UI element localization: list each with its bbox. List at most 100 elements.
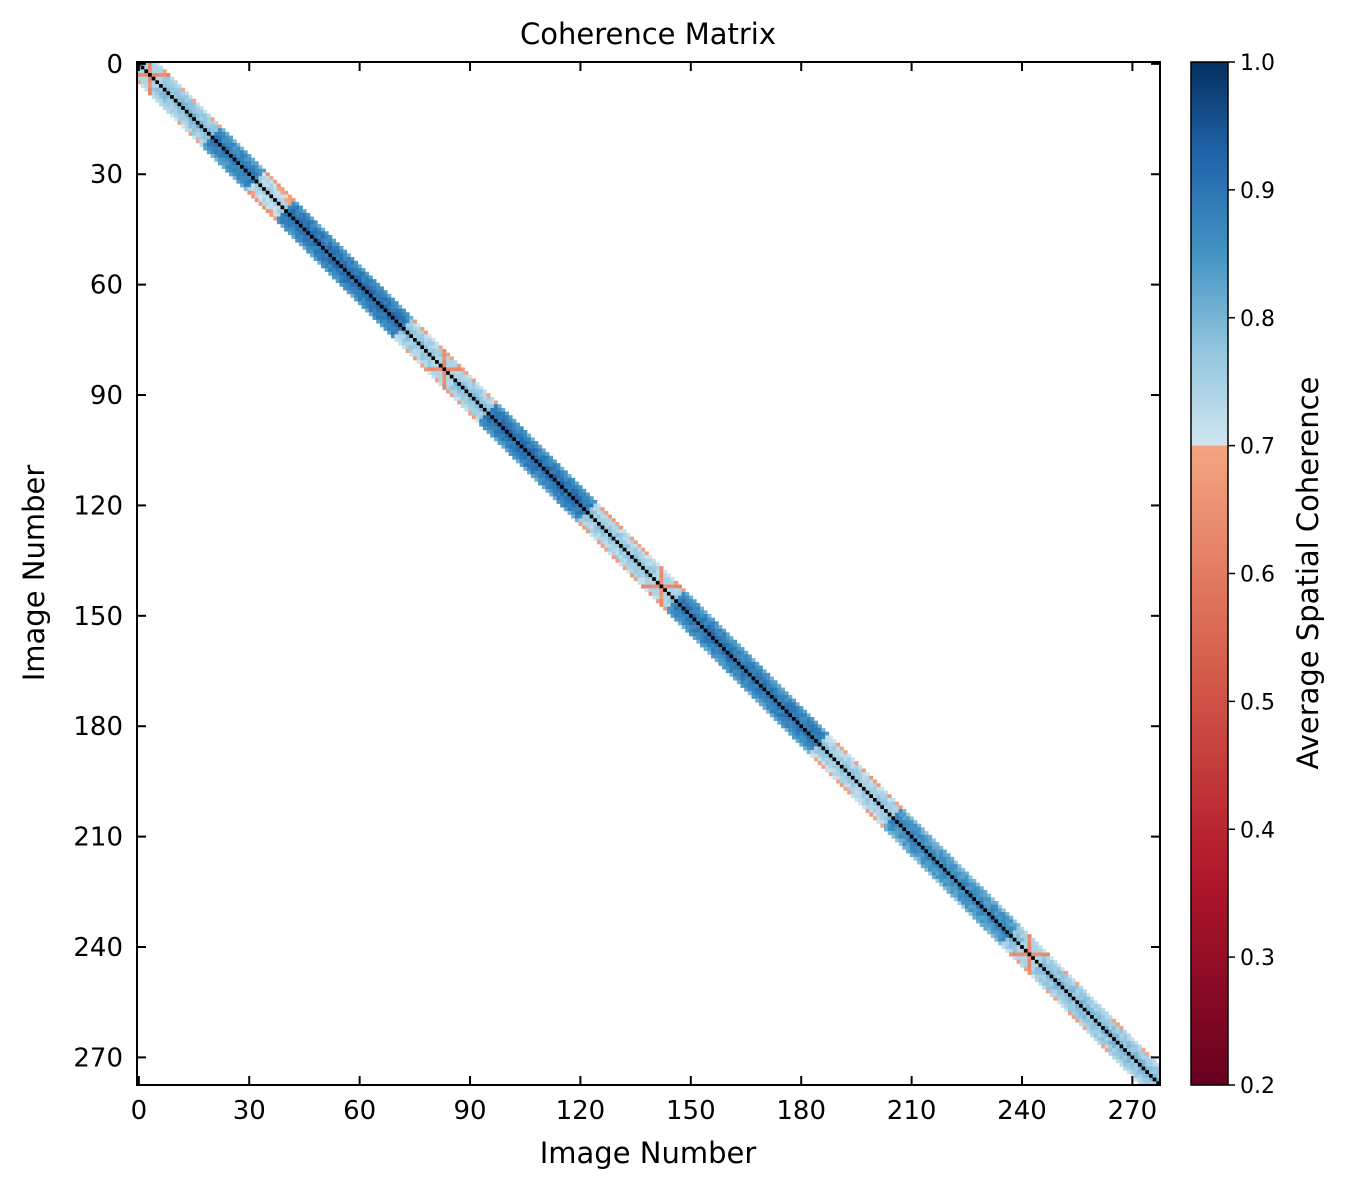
heatmap-cell <box>1137 1077 1142 1082</box>
heatmap-cell <box>780 691 785 696</box>
heatmap-cell <box>983 926 988 931</box>
heatmap-cell <box>950 871 955 876</box>
heatmap-cell <box>990 923 995 928</box>
heatmap-cell <box>803 713 808 718</box>
heatmap-cell <box>1042 985 1047 990</box>
heatmap-cell <box>777 709 782 714</box>
heatmap-cell <box>1112 1055 1117 1060</box>
heatmap-cell <box>416 323 421 328</box>
heatmap-cell <box>887 805 892 810</box>
heatmap-cell <box>552 459 557 464</box>
heatmap-cell <box>1049 985 1054 990</box>
heatmap-cell <box>983 915 988 920</box>
heatmap-cell <box>287 216 292 221</box>
heatmap-cell <box>688 625 693 629</box>
heatmap-cell <box>512 444 517 449</box>
heatmap-cell <box>736 650 741 655</box>
heatmap-cell <box>538 481 543 486</box>
heatmap-cell <box>343 253 348 258</box>
heatmap-cell <box>1009 945 1014 950</box>
heatmap-cell <box>365 286 370 291</box>
heatmap-cell <box>560 488 565 493</box>
heatmap-cell <box>148 87 153 92</box>
heatmap-cell <box>265 198 270 203</box>
heatmap-cell <box>696 602 701 607</box>
heatmap-cell <box>622 547 627 552</box>
heatmap-cell <box>295 223 300 228</box>
heatmap-cell <box>972 901 977 905</box>
heatmap-cell <box>725 632 730 637</box>
heatmap-cell <box>1137 1055 1142 1060</box>
heatmap-cell <box>865 772 870 777</box>
heatmap-cell <box>405 334 410 339</box>
heatmap-cell <box>424 341 429 346</box>
heatmap-cell <box>1152 1070 1157 1075</box>
heatmap-cell <box>1042 963 1047 968</box>
heatmap-cell <box>850 772 855 777</box>
heatmap-cell <box>1056 993 1061 997</box>
heatmap-cell <box>832 742 837 747</box>
heatmap-cell <box>1053 996 1058 1001</box>
heatmap-cell <box>203 109 208 114</box>
heatmap-cell <box>817 731 822 736</box>
heatmap-cell <box>854 794 859 799</box>
heatmap-cell <box>957 871 962 876</box>
heatmap-cell <box>534 448 539 453</box>
heatmap-cell <box>931 871 936 876</box>
heatmap-cell <box>593 525 598 530</box>
heatmap-cell <box>1049 981 1054 986</box>
heatmap-cell <box>608 521 612 526</box>
heatmap-cell <box>747 680 752 685</box>
heatmap-cell <box>898 827 903 832</box>
heatmap-cell <box>700 639 704 644</box>
heatmap-cell <box>939 871 944 876</box>
heatmap-cell <box>906 831 911 836</box>
heatmap-cell <box>574 499 579 504</box>
heatmap-cell <box>1126 1055 1131 1060</box>
heatmap-cell <box>1012 941 1017 946</box>
heatmap-cell <box>935 860 940 865</box>
heatmap-cell <box>449 385 454 390</box>
heatmap-cell <box>1053 963 1058 968</box>
heatmap-cell <box>1068 1011 1072 1016</box>
heatmap-cell <box>920 845 925 850</box>
heatmap-cell <box>615 558 620 563</box>
heatmap-cell <box>409 319 414 324</box>
heatmap-cell <box>549 455 554 460</box>
heatmap-cell <box>280 201 285 206</box>
heatmap-cell <box>229 142 233 147</box>
heatmap-cell <box>1115 1029 1120 1034</box>
heatmap-cell <box>464 396 469 401</box>
heatmap-cell <box>850 794 855 799</box>
heatmap-cell <box>795 739 800 744</box>
heatmap-cell <box>711 625 716 629</box>
heatmap-cell <box>409 337 414 342</box>
heatmap-cell <box>504 426 509 431</box>
heatmap-cell <box>681 621 686 626</box>
heatmap-cell <box>527 448 532 453</box>
heatmap-cell <box>961 904 966 909</box>
heatmap-cell <box>622 551 627 556</box>
heatmap-cell <box>828 764 833 769</box>
heatmap-cell <box>401 341 406 346</box>
heatmap-cell <box>600 507 605 512</box>
heatmap-cell <box>221 139 226 144</box>
heatmap-cell <box>479 389 484 394</box>
heatmap-cell <box>306 242 311 247</box>
heatmap-cell <box>884 809 888 813</box>
heatmap-cell <box>269 190 274 195</box>
heatmap-cell <box>931 838 936 843</box>
heatmap-cell <box>585 521 590 526</box>
heatmap-cell <box>611 525 616 530</box>
heatmap-cell <box>545 466 550 471</box>
heatmap-cell <box>541 481 546 486</box>
heatmap-cell <box>788 728 793 733</box>
heatmap-cell <box>692 628 697 633</box>
heatmap-cell <box>1112 1044 1117 1049</box>
heatmap-cell <box>946 853 951 858</box>
heatmap-cell <box>700 613 704 618</box>
heatmap-cell <box>608 540 612 545</box>
heatmap-cell <box>865 805 870 810</box>
heatmap-cell <box>983 919 988 924</box>
heatmap-cell <box>1123 1048 1128 1053</box>
